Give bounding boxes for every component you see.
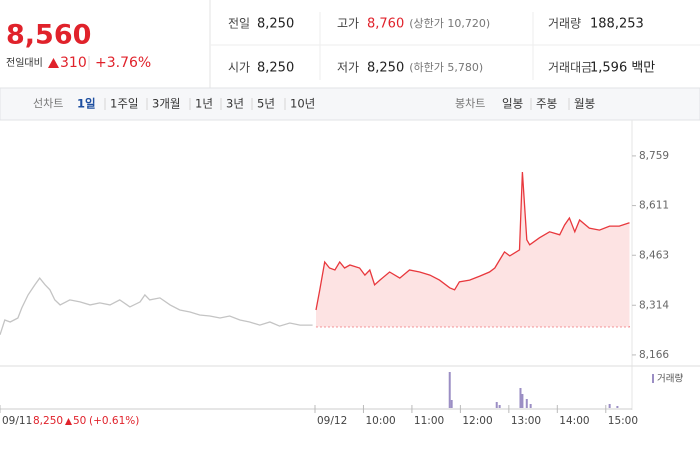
tab[interactable]: 1주일 xyxy=(110,97,138,111)
y-tick-label: 8,759 xyxy=(639,150,669,162)
up-icon xyxy=(48,58,59,68)
x-tick-label: 12:00 xyxy=(462,415,492,427)
stat-note: (상한가 10,720) xyxy=(409,17,490,30)
stat-label: 거래대금 xyxy=(548,61,592,75)
change: 310 xyxy=(60,55,87,71)
change-label: 전일대비 xyxy=(6,57,43,69)
volume-bar xyxy=(608,404,611,408)
x-tick-label: 09/11 xyxy=(2,415,32,427)
footer-price: 8,250 xyxy=(33,415,63,427)
stat-label: 고가 xyxy=(337,17,359,31)
volume-bar xyxy=(498,405,501,408)
line xyxy=(315,171,630,311)
x-tick-label: 10:00 xyxy=(365,415,395,427)
volume-bar xyxy=(448,372,451,408)
volume-bar xyxy=(616,406,619,408)
volume-bar xyxy=(495,402,498,408)
stat-value: 1,596 백만 xyxy=(590,61,655,76)
tab[interactable]: 1년 xyxy=(195,97,213,111)
change-pct: +3.76% xyxy=(95,55,151,71)
stat-value: 8,250 xyxy=(257,17,294,32)
x-tick-label: 14:00 xyxy=(559,415,589,427)
tab[interactable]: 3개월 xyxy=(152,97,180,111)
y-tick-label: 8,611 xyxy=(639,200,669,212)
stat-label: 저가 xyxy=(337,61,359,75)
volume-bar xyxy=(529,404,532,408)
tab[interactable]: 1일 xyxy=(77,97,96,111)
volume-bar xyxy=(521,394,524,408)
toolbar xyxy=(0,87,700,121)
tab[interactable]: 10년 xyxy=(290,97,315,111)
y-tick-label: 8,314 xyxy=(639,299,669,311)
y-tick-label: 8,166 xyxy=(639,349,669,361)
legend-swatch xyxy=(652,374,654,383)
x-tick-label: 13:00 xyxy=(511,415,541,427)
stat-value: 8,760 xyxy=(367,17,404,32)
volume-bar xyxy=(525,399,528,408)
stat-value: 8,250 xyxy=(367,61,404,76)
stat-label: 거래량 xyxy=(548,17,581,31)
tab-group-label: 선차트 xyxy=(33,97,63,110)
area xyxy=(316,172,630,327)
stat-value: 188,253 xyxy=(590,17,644,32)
tab[interactable]: 일봉 xyxy=(502,97,523,111)
volume-bar xyxy=(450,400,453,408)
tab[interactable]: 3년 xyxy=(226,97,244,111)
footer-change-pct: (+0.61%) xyxy=(89,415,139,427)
tab[interactable]: 주봉 xyxy=(536,97,557,111)
x-tick-label: 09/12 xyxy=(317,415,347,427)
tab-group-label: 봉차트 xyxy=(455,97,485,110)
y-tick-label: 8,463 xyxy=(639,249,669,261)
price: 8,560 xyxy=(6,20,91,51)
legend-label: 거래량 xyxy=(657,373,683,385)
volume-bar xyxy=(519,388,522,408)
line xyxy=(0,277,313,336)
stat-value: 8,250 xyxy=(257,61,294,76)
stat-label: 전일 xyxy=(228,17,250,31)
tab[interactable]: 5년 xyxy=(257,97,275,111)
up-icon xyxy=(65,418,72,425)
stat-note: (하한가 5,780) xyxy=(409,60,483,74)
tab[interactable]: 월봉 xyxy=(574,97,595,111)
stat-label: 시가 xyxy=(228,61,250,75)
x-tick-label: 11:00 xyxy=(414,415,444,427)
x-tick-label: 15:00 xyxy=(608,415,638,427)
footer-change: 50 xyxy=(73,415,86,427)
